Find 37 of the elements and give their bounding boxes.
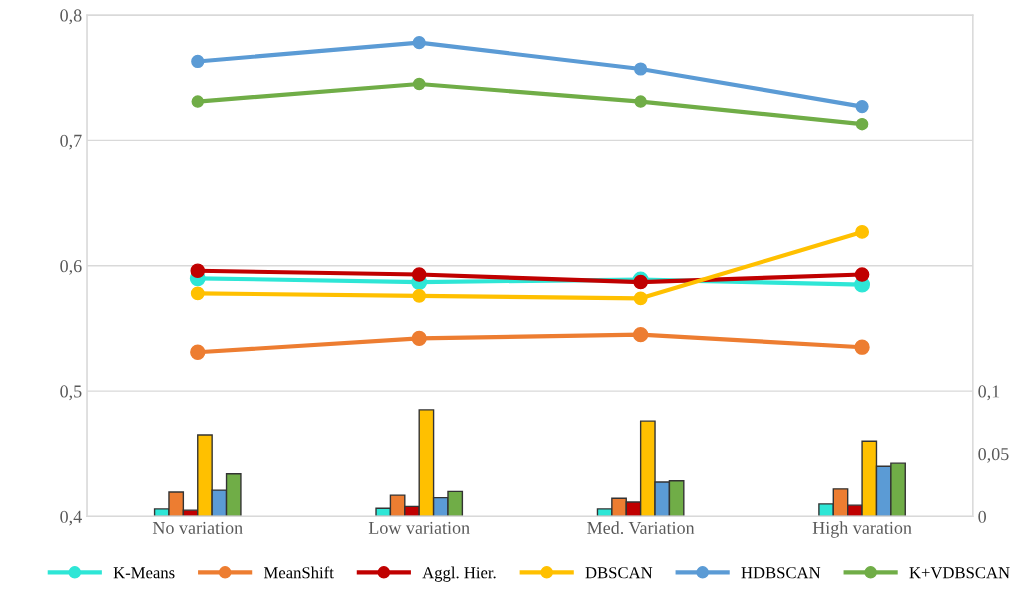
legend-label: DBSCAN [585, 567, 653, 579]
legend-label: MeanShift [263, 566, 334, 579]
y2-tick-label: 0,05 [978, 448, 1009, 463]
point [191, 95, 205, 108]
legend-label: HDBSCAN [741, 567, 821, 579]
point [411, 330, 427, 347]
y-tick-label: 0,5 [60, 385, 82, 401]
legend-label: K+VDBSCAN [909, 567, 1010, 579]
point [854, 267, 870, 282]
point [190, 344, 206, 360]
point [412, 77, 426, 91]
x-tick-label: High varation [812, 521, 912, 538]
point [190, 286, 205, 301]
point [855, 224, 870, 239]
point [191, 54, 205, 69]
y-tick-label: 0,6 [60, 260, 82, 275]
point [633, 291, 648, 306]
y-tick-label: 0,4 [60, 510, 82, 526]
point [854, 339, 870, 355]
point [855, 117, 869, 131]
y-tick-label: 0,8 [60, 9, 82, 25]
legend-label: Aggl. Hier. [422, 566, 496, 582]
x-tick-label: No variation [152, 521, 243, 534]
point [634, 95, 647, 108]
y2-tick-label: 0,1 [978, 385, 1000, 401]
point [633, 327, 649, 343]
point [411, 267, 427, 282]
y-tick-label: 0,7 [60, 134, 82, 150]
y2-tick-label: 0 [978, 510, 986, 523]
point [190, 263, 206, 279]
x-tick-label: Med. Variation [587, 521, 695, 535]
point [855, 99, 869, 114]
point [412, 288, 427, 303]
point [634, 62, 648, 76]
point [412, 36, 426, 50]
legend-label: K-Means [113, 567, 175, 579]
x-tick-label: Low variation [368, 521, 470, 534]
